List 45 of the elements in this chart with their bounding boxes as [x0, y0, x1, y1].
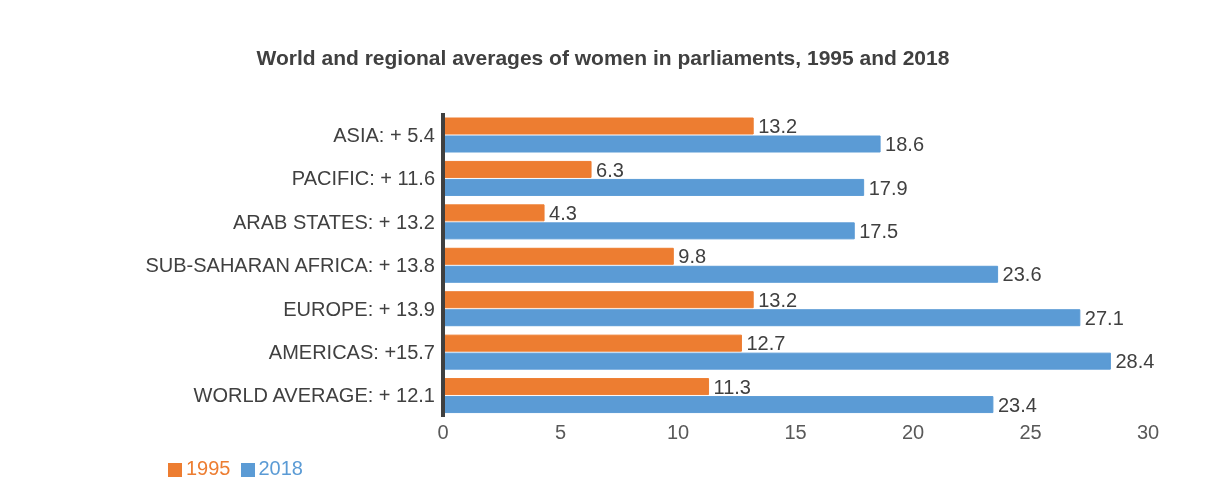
legend-label: 1995: [186, 457, 231, 479]
data-label: 27.1: [1084, 306, 1124, 329]
y-tick-label: AMERICAS: +15.7: [268, 340, 435, 363]
data-label: 17.5: [859, 219, 899, 242]
bar: [443, 135, 881, 153]
y-tick-label: PACIFIC: + 11.6: [291, 167, 435, 190]
bar: [443, 352, 1111, 370]
data-label: 23.4: [997, 393, 1037, 416]
bar: [443, 291, 754, 309]
data-label: 4.3: [549, 201, 577, 224]
x-tick-label: 10: [666, 421, 690, 444]
data-label: 17.9: [868, 176, 908, 199]
data-label: 28.4: [1115, 350, 1155, 373]
bar: [443, 396, 994, 414]
legend-label: 2018: [258, 457, 303, 479]
bar: [443, 334, 742, 352]
data-label: 11.3: [713, 375, 751, 398]
data-label: 23.6: [1002, 263, 1042, 286]
data-label: 13.2: [758, 115, 798, 138]
x-tick-label: 15: [784, 421, 807, 444]
x-tick-label: 20: [901, 421, 925, 444]
bar: [443, 378, 710, 396]
bar: [443, 178, 865, 196]
chart-title: World and regional averages of women in parliaments, 1995 and 2018: [255, 45, 951, 69]
bar: [443, 247, 674, 265]
bar: [443, 309, 1081, 327]
x-tick-label: 5: [554, 421, 567, 444]
y-tick-label: SUB-SAHARAN AFRICA: + 13.8: [145, 254, 435, 277]
bar: [443, 265, 999, 283]
bar: [443, 160, 592, 178]
bar: [443, 117, 754, 135]
data-label: 18.6: [885, 133, 925, 156]
x-tick-label: 30: [1136, 421, 1160, 444]
bar: [443, 222, 855, 240]
x-tick-label: 0: [437, 421, 449, 444]
data-label: 6.3: [596, 158, 624, 181]
x-tick-label: 25: [1019, 421, 1042, 444]
bar: [443, 204, 545, 222]
data-label: 12.7: [746, 332, 786, 355]
y-tick-label: EUROPE: + 13.9: [283, 297, 435, 320]
data-label: 13.2: [758, 288, 798, 311]
y-tick-label: WORLD AVERAGE: + 12.1: [193, 384, 435, 407]
y-tick-label: ASIA: + 5.4: [333, 123, 435, 146]
data-label: 9.8: [678, 245, 707, 268]
y-tick-label: ARAB STATES: + 13.2: [232, 210, 435, 233]
